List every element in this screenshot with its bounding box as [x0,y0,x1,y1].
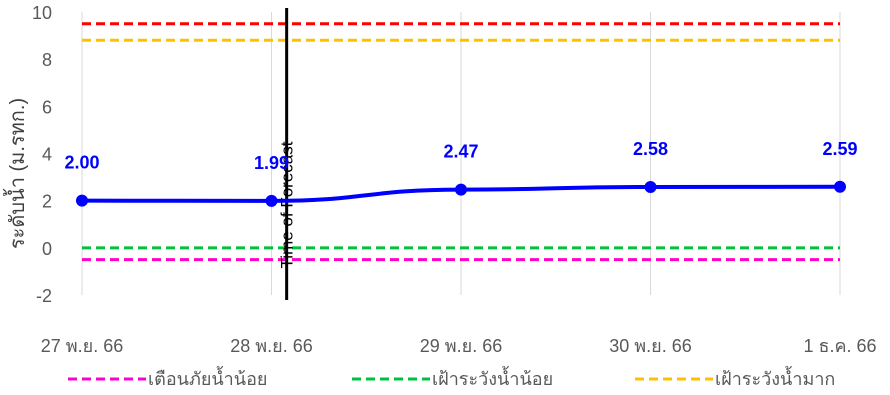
y-tick-label: -2 [36,286,52,306]
y-tick-label: 6 [42,97,52,117]
data-label: 2.58 [633,139,668,159]
series-layer: 2.00 1.99 2.47 2.58 2.59 [64,139,858,207]
legend-label: เฝ้าระวังน้ำมาก [715,366,835,389]
y-tick-label: 10 [32,3,52,23]
data-point [834,180,846,193]
x-tick-label: 27 พ.ย. 66 [41,336,123,356]
legend: เตือนภัยน้ำน้อย เฝ้าระวังน้ำน้อย เฝ้าระวัง… [68,366,835,389]
data-point [76,194,88,207]
x-tick-label: 28 พ.ย. 66 [230,336,312,356]
data-label: 2.00 [64,153,99,173]
y-axis-label: ระดับน้ำ (ม.รทก.) [3,98,29,249]
x-tick-label: 1 ธ.ค. 66 [803,336,876,356]
axes: -2 0 2 4 6 8 10 27 พ.ย. 66 28 พ.ย. 66 29 พ.ย. 66 3… [3,3,877,356]
forecast-marker: Time of Forecast [278,8,297,300]
legend-item: เฝ้าระวังน้ำมาก [635,366,835,389]
data-point [644,180,657,193]
y-tick-label: 8 [42,50,52,70]
y-tick-label: 4 [42,145,52,165]
data-point [455,183,467,196]
x-tick-label: 29 พ.ย. 66 [420,336,502,356]
x-tick-label: 30 พ.ย. 66 [609,336,691,356]
data-label: 1.99 [254,153,289,173]
legend-label: เฝ้าระวังน้ำน้อย [432,366,553,389]
data-label: 2.59 [822,139,857,159]
data-point [265,194,278,207]
legend-item: เฝ้าระวังน้ำน้อย [352,366,553,389]
forecast-label: Time of Forecast [278,141,297,268]
legend-item: เตือนภัยน้ำน้อย [68,366,267,389]
threshold-lines [82,22,840,262]
y-tick-label: 0 [42,239,52,259]
y-tick-label: 2 [42,192,52,212]
data-label: 2.47 [443,142,478,162]
legend-label: เตือนภัยน้ำน้อย [148,366,267,389]
